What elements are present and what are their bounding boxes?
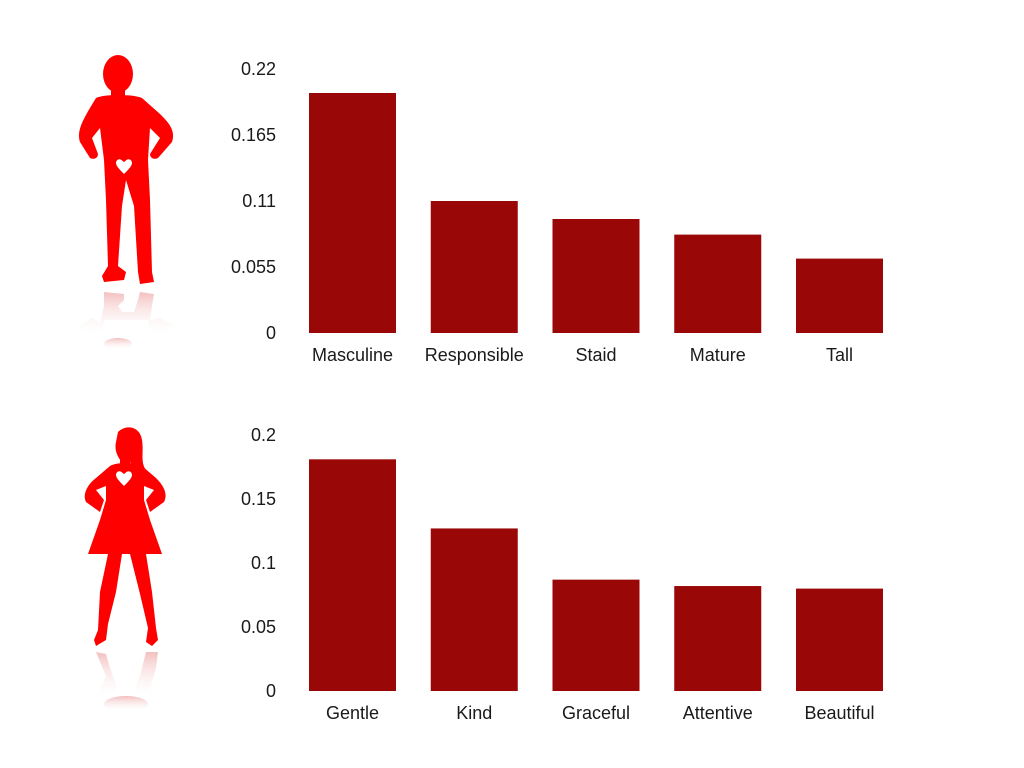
- bar-staid: [552, 219, 640, 333]
- bar-beautiful: [796, 588, 883, 691]
- x-category-label: Attentive: [683, 703, 753, 723]
- y-tick-label: 0.22: [241, 59, 276, 79]
- charts-layer: 0 0.055 0.11 0.165 0.22 Masculine Responsible S…: [231, 59, 883, 723]
- female-silhouette-icon: [84, 427, 166, 712]
- bar-masculine: [309, 93, 396, 333]
- y-tick-label: 0.15: [241, 489, 276, 509]
- y-tick-label: 0: [266, 323, 276, 343]
- y-tick-label: 0.2: [251, 425, 276, 445]
- y-tick-label: 0.05: [241, 617, 276, 637]
- x-category-label: Beautiful: [804, 703, 874, 723]
- x-category-label: Kind: [456, 703, 492, 723]
- y-tick-label: 0.165: [231, 125, 276, 145]
- y-tick-label: 0.11: [242, 191, 276, 211]
- bar-mature: [674, 234, 762, 333]
- x-category-label: Staid: [575, 345, 616, 365]
- bar-kind: [430, 528, 518, 691]
- x-category-label: Mature: [690, 345, 746, 365]
- bar-responsible: [430, 201, 518, 333]
- male-silhouette-icon: [78, 55, 176, 350]
- y-tick-label: 0.1: [251, 553, 276, 573]
- x-category-label: Responsible: [425, 345, 524, 365]
- y-tick-label: 0.055: [231, 257, 276, 277]
- bar-chart-2: 0 0.05 0.1 0.15 0.2 Gentle Kind Graceful Attenti…: [241, 425, 883, 723]
- x-category-label: Gentle: [326, 703, 379, 723]
- y-tick-label: 0: [266, 681, 276, 701]
- x-category-label: Graceful: [562, 703, 630, 723]
- bar-graceful: [552, 579, 640, 691]
- bar-gentle: [309, 459, 396, 691]
- bar-tall: [796, 258, 883, 333]
- bar-attentive: [674, 586, 762, 691]
- bar-chart-1: 0 0.055 0.11 0.165 0.22 Masculine Responsible S…: [231, 59, 883, 365]
- x-category-label: Masculine: [312, 345, 393, 365]
- x-category-label: Tall: [826, 345, 853, 365]
